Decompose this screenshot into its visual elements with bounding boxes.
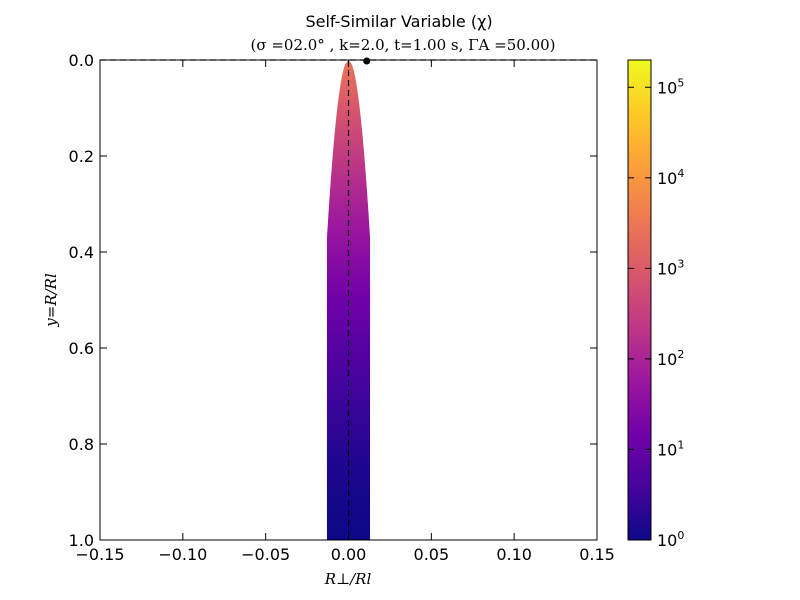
colorbar-tick-label: 100 — [657, 529, 684, 550]
x-tick-label: 0.15 — [579, 545, 615, 564]
x-tick-label: 0.00 — [331, 545, 367, 564]
colorbar: 100 101 102 103 104 105 — [627, 59, 684, 550]
x-tick-label: −0.05 — [241, 545, 290, 564]
colorbar-ticks: 100 101 102 103 104 105 — [628, 76, 684, 550]
chart-title: Self-Similar Variable (χ) — [305, 12, 492, 31]
y-axis-ticks: 0.0 0.2 0.4 0.6 0.8 1.0 — [69, 51, 597, 550]
x-tick-label: −0.10 — [158, 545, 207, 564]
colorbar-tick-label: 104 — [657, 167, 684, 188]
colorbar-tick-label: 105 — [657, 76, 684, 97]
y-tick-label: 0.0 — [69, 51, 94, 70]
y-tick-label: 0.8 — [69, 435, 94, 454]
y-axis-label: y=R/Rl — [42, 273, 60, 328]
y-tick-label: 1.0 — [69, 531, 94, 550]
colorbar-gradient-bar — [627, 59, 652, 541]
x-tick-label: 0.05 — [414, 545, 450, 564]
data-marker — [363, 57, 371, 65]
x-axis-ticks: −0.15 −0.10 −0.05 0.00 0.05 0.10 0.15 — [75, 60, 615, 564]
colorbar-tick-label: 102 — [657, 348, 684, 369]
x-tick-label: −0.15 — [75, 545, 124, 564]
colorbar-tick-label: 103 — [657, 257, 684, 278]
marker-layer — [363, 57, 371, 65]
y-tick-label: 0.4 — [69, 243, 94, 262]
x-axis-label: R⊥/Rl — [324, 570, 372, 588]
y-tick-label: 0.6 — [69, 339, 94, 358]
chart-subtitle: (σ =02.0° , k=2.0, t=1.00 s, ΓA =50.00) — [250, 36, 555, 54]
plot-area: −0.15 −0.10 −0.05 0.00 0.05 0.10 0.15 0.00.20.… — [69, 51, 615, 564]
y-tick-label: 0.2 — [69, 147, 94, 166]
x-tick-label: 0.10 — [496, 545, 532, 564]
colorbar-tick-label: 101 — [657, 438, 684, 459]
